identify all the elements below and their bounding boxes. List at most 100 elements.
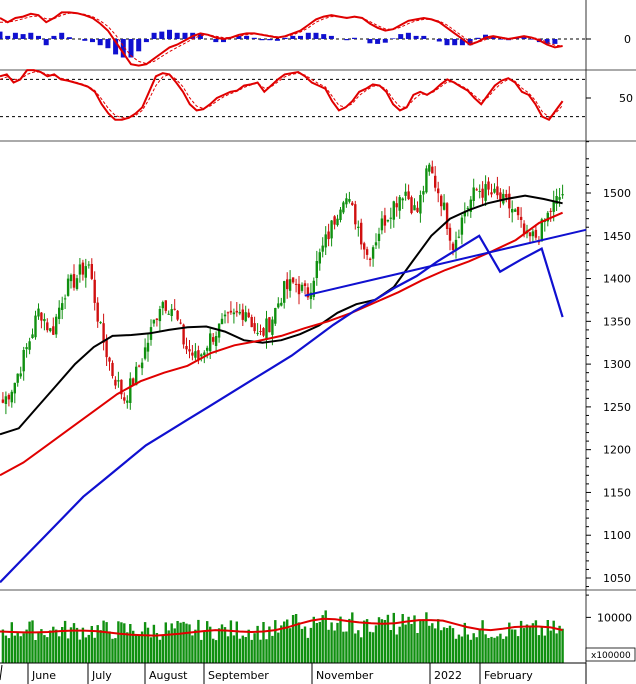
volume-bar — [360, 637, 363, 663]
histogram-bar — [328, 35, 334, 39]
candle-body — [7, 394, 11, 400]
candle-body — [469, 199, 472, 212]
volume-bar — [96, 625, 99, 663]
volume-bar — [238, 638, 241, 663]
candle-body — [440, 195, 443, 207]
histogram-bar — [136, 39, 142, 52]
candle-body — [297, 283, 301, 295]
volume-bar — [508, 622, 511, 663]
candle-body — [324, 234, 327, 248]
candle-body — [129, 378, 132, 403]
volume-bar — [475, 637, 478, 663]
month-label: 2022 — [434, 669, 462, 682]
volume-bar — [22, 633, 25, 663]
volume-bar — [274, 620, 277, 663]
candle-body — [78, 264, 82, 275]
candle-body — [280, 302, 283, 306]
candle-body — [93, 279, 96, 303]
histogram-bar — [313, 32, 319, 39]
candle-body — [357, 226, 360, 228]
candle-body — [256, 332, 259, 334]
volume-bar — [454, 638, 458, 663]
candle-body — [428, 164, 431, 172]
volume-bar — [481, 620, 484, 663]
volume-bar — [161, 634, 164, 663]
candle-body — [291, 277, 295, 283]
volume-bar — [519, 620, 523, 663]
volume-bar — [490, 636, 493, 663]
volume-bar — [306, 637, 310, 663]
volume-bar — [534, 620, 538, 663]
candle-body — [555, 196, 558, 204]
candle-body — [167, 313, 170, 315]
volume-bar — [232, 635, 236, 663]
volume-bar — [61, 627, 64, 663]
candle-body — [300, 284, 304, 291]
histogram-bar — [274, 39, 280, 41]
candle-body — [419, 195, 422, 214]
candle-body — [25, 347, 28, 350]
candle-body — [22, 350, 25, 372]
volume-bar — [13, 635, 16, 663]
candle-body — [318, 252, 321, 264]
candle-body — [463, 212, 466, 217]
candle-body — [377, 233, 381, 241]
histogram-bar — [267, 39, 273, 41]
volume-bar — [93, 637, 96, 663]
candle-body — [99, 322, 102, 324]
volume-bar — [250, 639, 253, 663]
volume-bar — [345, 631, 348, 663]
candle-body — [55, 316, 58, 335]
candle-body — [368, 258, 372, 260]
volume-bar — [336, 622, 339, 663]
candle-body — [348, 199, 351, 202]
volume-bar — [422, 619, 425, 663]
volume-bar — [493, 637, 496, 663]
moving-average-line — [0, 211, 563, 477]
volume-bar — [173, 628, 176, 663]
volume-bar — [164, 622, 167, 663]
candle-body — [445, 203, 449, 229]
volume-bar — [191, 635, 194, 663]
volume-bar — [448, 625, 452, 663]
volume-bar — [176, 621, 179, 663]
volume-bar — [537, 635, 541, 663]
candle-body — [247, 312, 250, 318]
volume-bar — [277, 632, 280, 663]
candle-body — [478, 191, 481, 192]
volume-bar — [78, 639, 82, 663]
histogram-bar — [221, 39, 226, 43]
candle-body — [303, 283, 307, 286]
candle-body — [549, 210, 552, 212]
unit-box — [585, 647, 636, 662]
candle-body — [16, 373, 19, 383]
volume-bar — [69, 627, 73, 663]
month-label: July — [91, 669, 112, 682]
candle-body — [425, 168, 428, 193]
volume-bar — [416, 633, 419, 663]
candle-body — [69, 274, 73, 282]
y-tick-label: 1200 — [603, 444, 631, 457]
volume-bar — [528, 625, 532, 663]
volume-bar — [466, 634, 469, 663]
volume-bar — [197, 619, 200, 663]
histogram-bar — [51, 35, 57, 39]
volume-bar — [431, 623, 434, 663]
candle-body — [528, 232, 532, 237]
volume-bar — [434, 628, 437, 663]
candle-body — [158, 309, 162, 322]
volume-bar — [496, 636, 499, 663]
candle-body — [327, 231, 330, 240]
volume-bar — [312, 616, 315, 663]
candle-body — [487, 181, 490, 190]
candle-body — [511, 209, 514, 213]
candle-body — [493, 188, 496, 193]
candle-body — [342, 202, 345, 213]
candle-body — [336, 218, 339, 226]
volume-bar — [170, 623, 173, 663]
candle-body — [392, 201, 395, 220]
volume-bar — [58, 636, 61, 663]
volume-average-line — [0, 617, 563, 637]
volume-bar — [552, 620, 555, 663]
candle-body — [209, 333, 212, 352]
